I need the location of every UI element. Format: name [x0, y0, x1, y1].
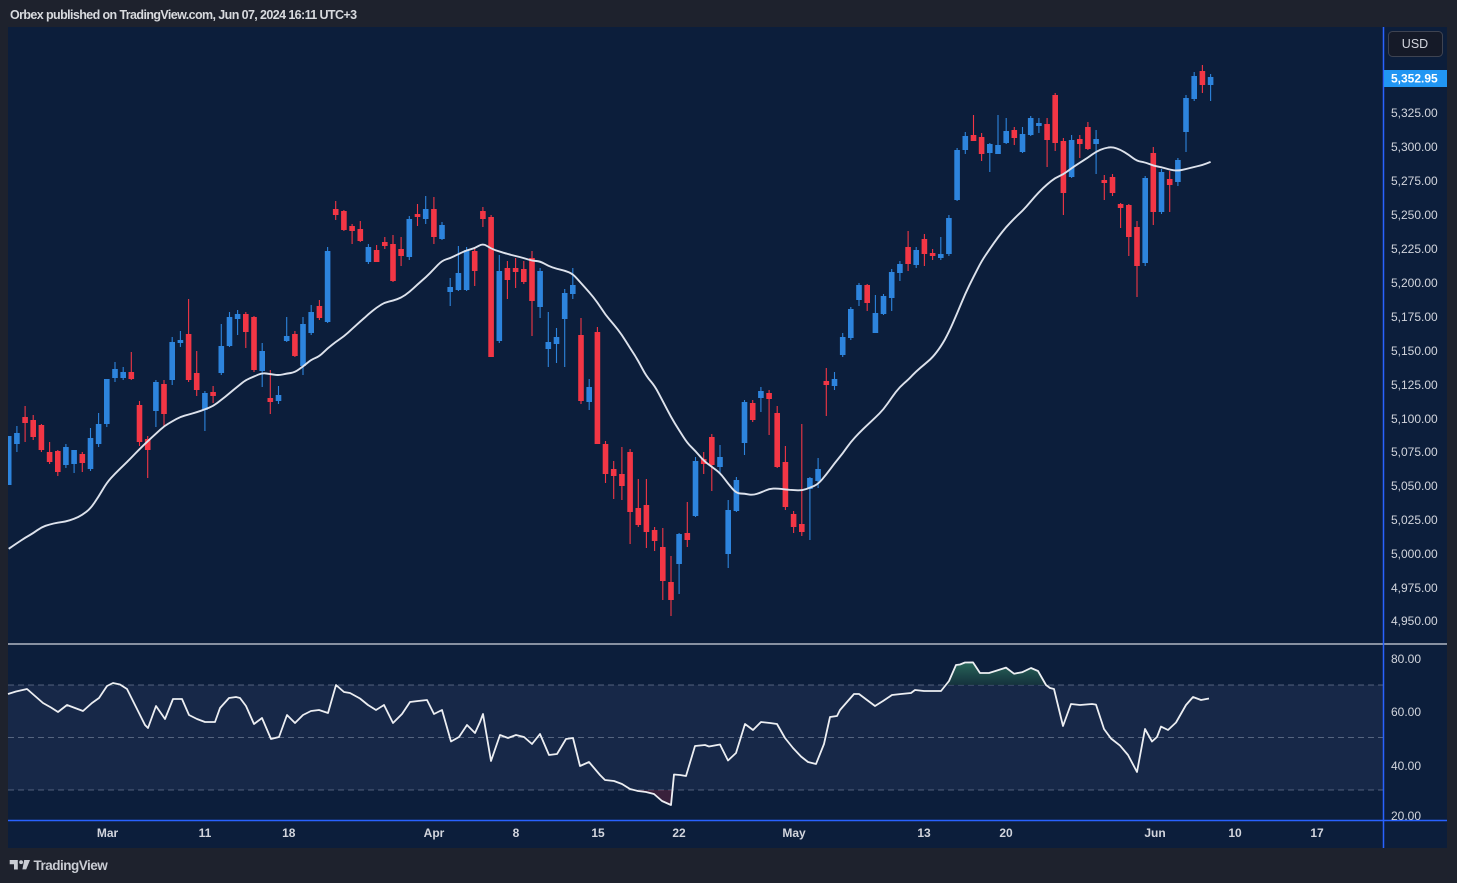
svg-text:20.00: 20.00 — [1391, 809, 1421, 823]
svg-text:11: 11 — [199, 826, 212, 840]
svg-text:17: 17 — [1310, 826, 1324, 840]
svg-text:TradingView: TradingView — [34, 858, 109, 873]
svg-text:Orbex published on TradingView: Orbex published on TradingView.com, Jun … — [10, 8, 357, 22]
svg-text:5,352.95: 5,352.95 — [1391, 72, 1438, 86]
svg-text:May: May — [782, 826, 806, 840]
svg-text:15: 15 — [591, 826, 605, 840]
svg-text:10: 10 — [1228, 826, 1242, 840]
svg-text:5,325.00: 5,325.00 — [1391, 106, 1438, 120]
svg-text:5,300.00: 5,300.00 — [1391, 140, 1438, 154]
svg-text:8: 8 — [513, 826, 520, 840]
svg-text:60.00: 60.00 — [1391, 705, 1421, 719]
svg-text:5,250.00: 5,250.00 — [1391, 208, 1438, 222]
svg-text:80.00: 80.00 — [1391, 652, 1421, 666]
svg-text:Mar: Mar — [97, 826, 119, 840]
svg-text:40.00: 40.00 — [1391, 759, 1421, 773]
svg-text:5,125.00: 5,125.00 — [1391, 378, 1438, 392]
svg-text:13: 13 — [917, 826, 931, 840]
svg-text:5,225.00: 5,225.00 — [1391, 242, 1438, 256]
svg-text:Apr: Apr — [424, 826, 445, 840]
svg-text:5,075.00: 5,075.00 — [1391, 445, 1438, 459]
svg-text:4,950.00: 4,950.00 — [1391, 614, 1438, 628]
svg-text:5,200.00: 5,200.00 — [1391, 276, 1438, 290]
svg-text:Jun: Jun — [1144, 826, 1165, 840]
svg-text:5,050.00: 5,050.00 — [1391, 479, 1438, 493]
svg-text:5,275.00: 5,275.00 — [1391, 174, 1438, 188]
svg-text:5,025.00: 5,025.00 — [1391, 513, 1438, 527]
svg-text:4,975.00: 4,975.00 — [1391, 581, 1438, 595]
svg-text:20: 20 — [999, 826, 1013, 840]
svg-text:5,100.00: 5,100.00 — [1391, 412, 1438, 426]
svg-text:18: 18 — [282, 826, 296, 840]
svg-text:USD: USD — [1402, 37, 1428, 51]
svg-text:5,150.00: 5,150.00 — [1391, 344, 1438, 358]
svg-text:5,175.00: 5,175.00 — [1391, 310, 1438, 324]
svg-text:22: 22 — [672, 826, 686, 840]
svg-text:5,000.00: 5,000.00 — [1391, 547, 1438, 561]
